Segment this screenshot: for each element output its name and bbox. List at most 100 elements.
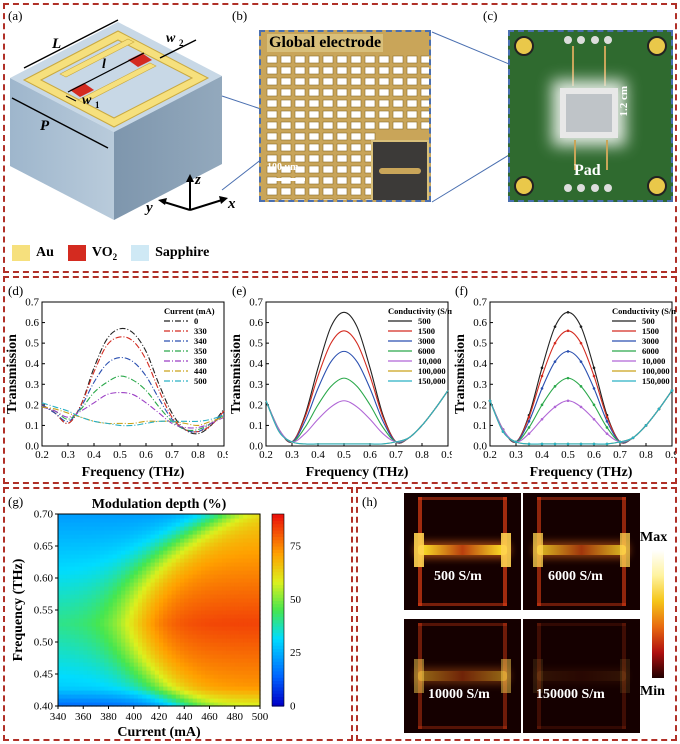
heatmap-cell: [66, 638, 72, 643]
heatmap-cell: [66, 662, 72, 667]
heatmap-cell: [116, 526, 122, 531]
heatmap-cell: [108, 546, 114, 551]
heatmap-cell: [180, 626, 185, 631]
heatmap-cell: [104, 550, 110, 555]
heatmap-cell: [125, 654, 131, 659]
series-line: [489, 390, 673, 445]
heatmap-cell: [251, 542, 257, 547]
heatmap-cell: [234, 566, 240, 571]
heatmap-cell: [104, 546, 110, 551]
electrode-cell: [266, 55, 278, 64]
heatmap-cell: [230, 642, 236, 647]
series-marker: [605, 415, 609, 419]
heatmap-cell: [192, 654, 198, 659]
heatmap-cell: [112, 534, 118, 539]
heatmap-cell: [154, 522, 160, 527]
heatmap-cell: [213, 538, 219, 543]
heatmap-cell: [83, 694, 89, 699]
heatmap-cell: [121, 558, 126, 563]
heatmap-cell: [150, 682, 156, 687]
heatmap-cell: [201, 534, 206, 539]
heatmap-cell: [108, 586, 114, 591]
electrode-cell: [322, 187, 334, 196]
heatmap-cell: [74, 646, 80, 651]
heatmap-cell: [58, 594, 63, 599]
heatmap-cell: [129, 570, 135, 575]
heatmap-cell: [171, 614, 177, 619]
heatmap-cell: [247, 530, 253, 535]
heatmap-cell: [255, 614, 261, 619]
heatmap-cell: [243, 654, 248, 659]
heatmap-cell: [201, 630, 206, 635]
heatmap-cell: [180, 698, 185, 703]
heatmap-cell: [142, 698, 147, 703]
heatmap-cell: [104, 570, 110, 575]
x-tick-label: 0.2: [35, 449, 49, 461]
heatmap-cell: [83, 658, 89, 663]
heatmap-cell: [112, 682, 118, 687]
heatmap-cell: [66, 626, 72, 631]
heatmap-cell: [159, 658, 164, 663]
heatmap-cell: [175, 554, 181, 559]
heatmap-cell: [112, 570, 118, 575]
field-label-150000: 150000 S/m: [536, 687, 605, 702]
heatmap-cell: [108, 638, 114, 643]
heatmap-cell: [230, 622, 236, 627]
heatmap-cell: [129, 702, 135, 707]
heatmap-cell: [108, 618, 114, 623]
heatmap-cell: [150, 650, 156, 655]
heatmap-cell: [243, 622, 248, 627]
heatmap-cell: [201, 562, 206, 567]
heatmap-cell: [201, 538, 206, 543]
heatmap-cell: [62, 694, 68, 699]
heatmap-cell: [217, 622, 223, 627]
heatmap-cell: [255, 602, 261, 607]
heatmap-cell: [226, 582, 232, 587]
heatmap-cell: [180, 622, 185, 627]
heatmap-cell: [243, 522, 248, 527]
dim-P: P: [40, 118, 50, 134]
heatmap-cell: [150, 670, 156, 675]
x-tick-label: 0.5: [113, 449, 127, 461]
y-tick-label: 0.0: [249, 441, 263, 453]
heatmap-cell: [91, 582, 97, 587]
heatmap-cell: [74, 630, 80, 635]
heatmap-cell: [175, 586, 181, 591]
heatmap-cell: [230, 690, 236, 695]
heatmap-cell: [243, 630, 248, 635]
heatmap-cell: [129, 670, 135, 675]
electrode-array: [266, 55, 429, 200]
colorbar-tick-label: 75: [290, 541, 302, 553]
heatmap-cell: [238, 574, 244, 579]
heatmap-cell: [133, 578, 139, 583]
electrode-cell: [378, 55, 390, 64]
heatmap-cell: [171, 590, 177, 595]
heatmap-cell: [74, 610, 80, 615]
heatmap-cell: [146, 646, 152, 651]
heatmap-cell: [230, 562, 236, 567]
heatmap-cell: [104, 530, 110, 535]
heatmap-cell: [91, 602, 97, 607]
device-photo: 1.2 cm Pad: [508, 30, 673, 202]
heatmap-cell: [255, 590, 261, 595]
heatmap-cell: [201, 554, 206, 559]
heatmap-cell: [247, 666, 253, 671]
heatmap-cell: [108, 598, 114, 603]
heatmap-cell: [116, 582, 122, 587]
heatmap-cell: [226, 682, 232, 687]
heatmap-cell: [180, 662, 185, 667]
heatmap-cell: [87, 586, 93, 591]
heatmap-cell: [251, 638, 257, 643]
heatmap-cell: [91, 522, 97, 527]
heatmap-cell: [100, 530, 105, 535]
heatmap-cell: [184, 530, 190, 535]
heatmap-cell: [230, 566, 236, 571]
heatmap-cell: [154, 614, 160, 619]
panel-label-b: (b): [232, 8, 248, 23]
dim-w1: w: [82, 93, 92, 108]
heatmap-cell: [146, 554, 152, 559]
heatmap-cell: [171, 686, 177, 691]
heatmap-cell: [163, 622, 169, 627]
electrode-cell: [322, 154, 334, 163]
heatmap-cell: [205, 658, 211, 663]
